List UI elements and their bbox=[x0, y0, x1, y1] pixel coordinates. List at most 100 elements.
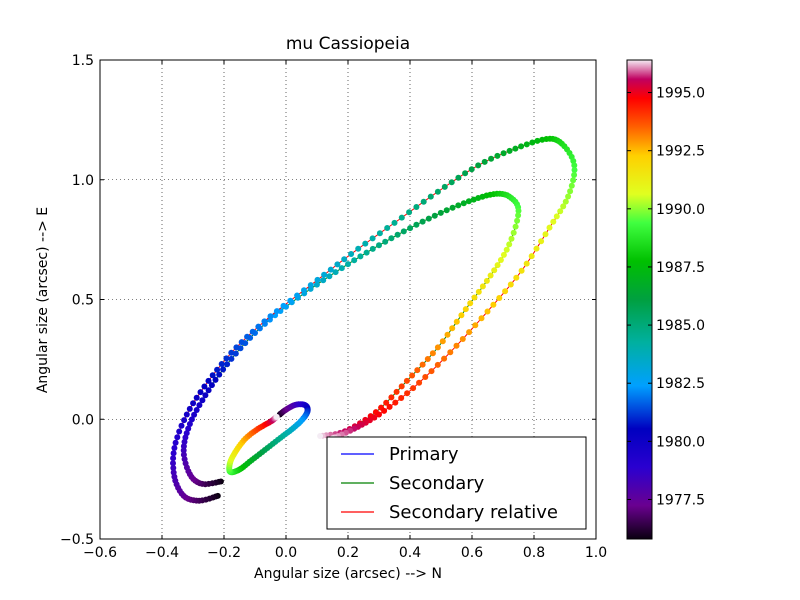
data-point bbox=[191, 411, 198, 418]
data-point bbox=[244, 333, 251, 340]
data-point bbox=[224, 361, 231, 368]
data-point bbox=[212, 376, 219, 383]
data-point bbox=[334, 261, 341, 268]
data-point bbox=[528, 253, 535, 260]
data-point bbox=[176, 428, 183, 435]
data-point bbox=[500, 251, 507, 258]
data-point bbox=[497, 257, 504, 263]
legend: Primary Secondary Secondary relative bbox=[326, 436, 587, 530]
data-point bbox=[434, 361, 441, 368]
data-point bbox=[357, 253, 364, 260]
data-point bbox=[422, 374, 429, 380]
data-point bbox=[233, 344, 240, 351]
data-point bbox=[228, 349, 235, 356]
data-point bbox=[434, 188, 441, 195]
data-point bbox=[273, 413, 280, 420]
data-point bbox=[326, 273, 333, 280]
data-point bbox=[228, 355, 235, 362]
x-tick-label: 1.0 bbox=[585, 545, 607, 561]
data-point bbox=[193, 394, 200, 401]
colorbar: 1977.5 1980.0 1982.5 1985.0 1987.5 1990.0 1992… bbox=[626, 59, 705, 540]
colorbar-tick-label: 1977.5 bbox=[656, 492, 705, 508]
data-point bbox=[320, 277, 327, 284]
data-point bbox=[437, 209, 444, 216]
data-point bbox=[313, 281, 320, 288]
data-point bbox=[494, 152, 501, 159]
x-tick-label: −0.2 bbox=[207, 545, 241, 561]
legend-label: Secondary bbox=[389, 473, 485, 494]
data-point bbox=[468, 166, 475, 173]
data-point bbox=[542, 231, 549, 238]
data-point bbox=[232, 350, 239, 357]
x-tick-label: 0.2 bbox=[337, 545, 359, 561]
data-point bbox=[214, 366, 221, 373]
x-axis-label: Angular size (arcsec) --> N bbox=[254, 566, 442, 582]
y-tick-label: 1.0 bbox=[72, 173, 94, 189]
data-point bbox=[388, 394, 395, 401]
data-point bbox=[538, 238, 545, 245]
data-point bbox=[238, 339, 245, 346]
data-point bbox=[483, 277, 490, 284]
data-point bbox=[562, 198, 569, 205]
data-point bbox=[218, 361, 225, 367]
colorbar-tick-label: 1980.0 bbox=[656, 434, 705, 450]
data-point bbox=[386, 403, 393, 410]
y-tick-label: 1.5 bbox=[72, 53, 94, 69]
data-point bbox=[512, 223, 519, 230]
data-point bbox=[398, 214, 405, 221]
data-point bbox=[449, 204, 456, 211]
data-point bbox=[465, 198, 472, 205]
colorbar-tick-label: 1987.5 bbox=[656, 260, 705, 276]
data-point bbox=[513, 274, 520, 281]
data-point bbox=[496, 295, 503, 301]
data-point bbox=[216, 371, 223, 378]
data-point bbox=[462, 170, 469, 177]
data-point bbox=[188, 416, 195, 423]
data-point bbox=[413, 221, 420, 228]
data-point bbox=[394, 231, 401, 238]
data-point bbox=[294, 292, 301, 299]
data-point bbox=[393, 388, 400, 395]
series-line-1 bbox=[228, 403, 309, 473]
data-point bbox=[453, 318, 460, 325]
data-point bbox=[181, 456, 188, 463]
data-point bbox=[223, 355, 230, 362]
data-point bbox=[391, 219, 398, 226]
data-point bbox=[398, 395, 405, 401]
data-point bbox=[431, 212, 438, 219]
data-point bbox=[255, 323, 262, 330]
data-point bbox=[448, 179, 455, 186]
colorbar-tick-label: 1990.0 bbox=[656, 202, 705, 218]
colorbar-tick-label: 1985.0 bbox=[656, 318, 705, 334]
data-point bbox=[287, 297, 294, 304]
data-point bbox=[170, 469, 177, 476]
data-point bbox=[178, 422, 185, 429]
data-point bbox=[197, 389, 204, 396]
data-point bbox=[460, 200, 467, 207]
data-point bbox=[470, 196, 477, 203]
data-point bbox=[441, 355, 448, 362]
data-point bbox=[444, 331, 451, 338]
data-point bbox=[183, 411, 190, 418]
data-point bbox=[170, 460, 176, 467]
data-point bbox=[314, 276, 321, 283]
data-point bbox=[416, 379, 423, 386]
data-point bbox=[471, 294, 478, 301]
data-point bbox=[484, 308, 491, 315]
colorbar-tick-label: 1995.0 bbox=[656, 86, 705, 102]
x-tick-label: −0.6 bbox=[83, 545, 117, 561]
data-point bbox=[190, 400, 197, 407]
data-point bbox=[568, 182, 575, 189]
data-point bbox=[523, 141, 530, 148]
data-point bbox=[174, 434, 181, 441]
data-point bbox=[506, 147, 513, 154]
data-point bbox=[376, 230, 383, 237]
data-point bbox=[472, 322, 479, 329]
data-point bbox=[459, 336, 466, 342]
x-tick-label: 0.0 bbox=[275, 545, 297, 561]
data-point bbox=[369, 235, 376, 242]
data-point bbox=[388, 235, 395, 242]
data-point bbox=[488, 155, 495, 162]
data-point bbox=[557, 208, 564, 215]
